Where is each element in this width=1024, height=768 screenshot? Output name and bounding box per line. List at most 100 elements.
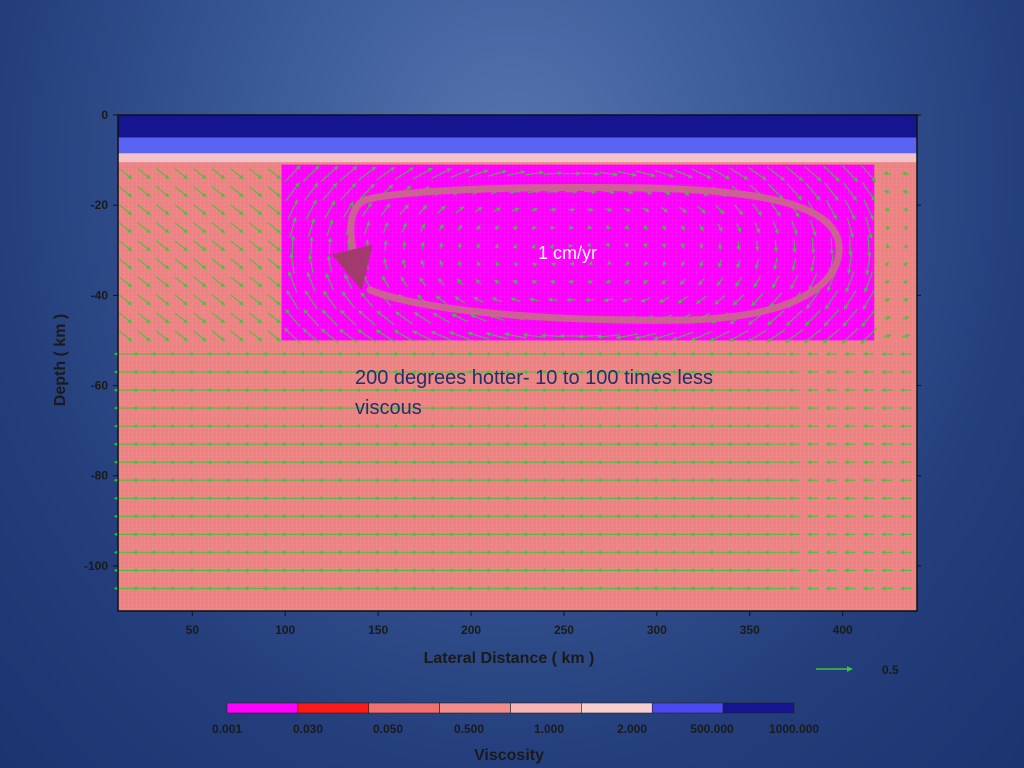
colorbar-swatch: [368, 702, 440, 714]
colorbar-swatch: [297, 702, 370, 714]
velocity-arrow: [699, 260, 704, 268]
velocity-arrow: [155, 276, 170, 288]
velocity-arrow: [844, 199, 856, 220]
velocity-arrow: [267, 294, 281, 306]
velocity-arrow: [343, 201, 354, 218]
velocity-arrow: [904, 243, 909, 249]
x-tick-label: 400: [833, 623, 853, 637]
layer-upper-crust: [118, 115, 917, 138]
velocity-arrow: [267, 276, 281, 288]
velocity-arrow: [284, 165, 301, 182]
velocity-arrow: [267, 312, 281, 324]
velocity-arrow: [137, 186, 151, 198]
velocity-arrow: [599, 171, 619, 177]
velocity-arrow: [506, 170, 526, 177]
velocity-arrow: [864, 271, 874, 293]
velocity-arrow: [248, 168, 263, 180]
x-tick-label: 100: [275, 623, 295, 637]
velocity-arrow: [174, 204, 188, 216]
velocity-arrow: [902, 189, 909, 195]
velocity-arrow: [660, 206, 669, 213]
layer-mid-crust: [118, 137, 917, 154]
velocity-arrow: [903, 280, 909, 285]
velocity-arrow: [531, 280, 537, 285]
velocity-arrow: [861, 308, 876, 327]
velocity-arrow: [862, 290, 875, 310]
velocity-arrow: [605, 224, 611, 230]
x-tick-label: 350: [740, 623, 760, 637]
velocity-arrow: [824, 290, 839, 310]
velocity-arrow: [358, 310, 376, 326]
velocity-arrow: [174, 222, 188, 234]
velocity-arrow: [473, 296, 484, 303]
velocity-arrow: [532, 262, 538, 267]
velocity-arrow: [285, 182, 300, 201]
velocity-vectors: [113, 165, 912, 591]
colorbar-label: 500.000: [690, 722, 734, 736]
velocity-arrow: [884, 315, 891, 321]
velocity-arrow: [752, 203, 762, 216]
velocity-arrow: [286, 290, 299, 310]
velocity-arrow: [137, 312, 151, 324]
velocity-arrow: [401, 258, 407, 269]
velocity-arrow: [728, 330, 749, 342]
velocity-arrow: [174, 186, 188, 198]
velocity-arrow: [382, 221, 389, 234]
velocity-arrow: [884, 298, 891, 303]
velocity-arrow: [842, 165, 859, 182]
velocity-arrow: [454, 296, 466, 304]
velocity-arrow: [193, 258, 207, 270]
velocity-arrow: [514, 262, 519, 267]
velocity-arrow: [401, 222, 407, 233]
velocity-arrow: [584, 297, 595, 303]
velocity-arrow: [586, 279, 593, 284]
velocity-arrow: [118, 294, 133, 306]
velocity-arrow: [695, 295, 707, 305]
velocity-arrow: [605, 279, 612, 284]
velocity-arrow: [414, 312, 432, 324]
velocity-arrow: [827, 272, 836, 292]
velocity-arrow: [709, 330, 731, 342]
velocity-arrow: [230, 168, 244, 180]
velocity-arrow: [580, 171, 600, 177]
velocity-arrow: [546, 189, 560, 194]
velocity-arrow: [155, 312, 170, 324]
velocity-arrow: [267, 222, 281, 234]
velocity-arrow: [771, 275, 780, 289]
colorbar-swatch: [722, 702, 795, 714]
velocity-arrow: [309, 236, 314, 255]
velocity-arrow: [193, 240, 207, 252]
velocity-arrow: [230, 186, 244, 198]
velocity-arrow: [193, 222, 207, 234]
velocity-arrow: [491, 297, 502, 303]
colorbar-title: Viscosity: [474, 747, 544, 764]
y-tick-label: -20: [91, 198, 109, 212]
velocity-arrow: [661, 225, 667, 231]
velocity-arrow: [883, 171, 891, 176]
velocity-arrow: [903, 226, 909, 231]
velocity-arrow: [586, 207, 594, 212]
x-axis-ticks: 50 100 150 200 250 300 350 400: [186, 611, 853, 637]
velocity-arrow: [717, 260, 723, 268]
velocity-arrow: [248, 312, 263, 324]
velocity-arrow: [617, 171, 637, 177]
velocity-arrow: [643, 225, 648, 230]
velocity-arrow: [754, 222, 760, 234]
velocity-arrow: [699, 242, 704, 250]
velocity-arrow: [326, 219, 334, 236]
y-tick-label: -60: [91, 379, 109, 393]
velocity-arrow: [193, 204, 207, 216]
velocity-arrow: [174, 330, 188, 342]
velocity-arrow: [137, 276, 151, 288]
velocity-arrow: [455, 206, 465, 214]
velocity-arrow: [118, 222, 133, 234]
velocity-arrow: [118, 330, 133, 342]
velocity-arrow: [512, 207, 520, 212]
velocity-arrow: [476, 243, 481, 248]
velocity-arrow: [885, 226, 891, 231]
velocity-arrow: [785, 166, 804, 182]
velocity-arrow: [822, 328, 841, 344]
velocity-arrow: [308, 254, 314, 273]
velocity-arrow: [420, 223, 426, 232]
velocity-arrow: [267, 258, 281, 270]
